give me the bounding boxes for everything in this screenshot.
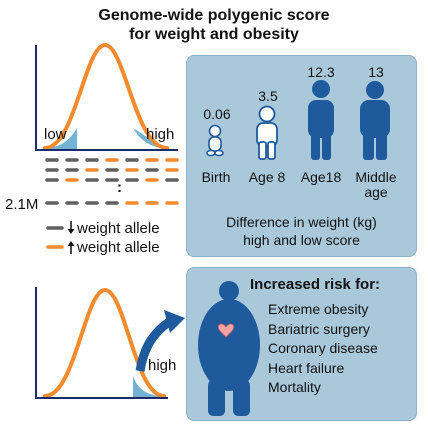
risk-heading: Increased risk for: bbox=[250, 276, 381, 293]
weight-difference-caption-line-2: high and low score bbox=[243, 232, 360, 248]
risk-list: Extreme obesity Bariatric surgery Corona… bbox=[268, 300, 378, 398]
allele-legend-graphics bbox=[46, 221, 75, 254]
birth-label: Birth bbox=[201, 169, 231, 185]
adult-figure-icon bbox=[360, 81, 390, 160]
allele-rows bbox=[45, 158, 179, 205]
page-title: Genome-wide polygenic score for weight a… bbox=[0, 6, 428, 44]
increase-allele-label: weight allele bbox=[77, 239, 160, 256]
birth-weight-value: 0.06 bbox=[203, 106, 231, 122]
weight-difference-caption: Difference in weight (kg) high and low s… bbox=[186, 213, 417, 249]
bottom-distribution-chart bbox=[35, 287, 185, 399]
low-score-label: low bbox=[44, 126, 67, 143]
age8-weight-value: 3.5 bbox=[258, 88, 278, 104]
risk-item-extreme-obesity: Extreme obesity bbox=[268, 301, 369, 317]
bottom-distribution-curve bbox=[43, 287, 166, 398]
title-line-2: for weight and obesity bbox=[129, 26, 299, 43]
allele-ellipsis: : bbox=[117, 179, 122, 196]
low-tail-fill bbox=[45, 128, 77, 150]
age18-label: Age18 bbox=[300, 169, 342, 185]
bottom-high-tail-fill bbox=[133, 376, 164, 398]
risk-item-heart-failure: Heart failure bbox=[268, 359, 345, 376]
teen-figure-icon bbox=[308, 80, 334, 160]
bottom-high-score-label: high bbox=[148, 357, 177, 374]
decrease-allele-label: weight allele bbox=[77, 220, 160, 237]
age18-weight-value: 12.3 bbox=[307, 64, 335, 80]
top-distribution-chart bbox=[35, 42, 178, 151]
allele-count-label: 2.1M bbox=[5, 196, 39, 213]
risk-item-mortality: Mortality bbox=[268, 379, 321, 395]
top-distribution-curve bbox=[43, 42, 169, 150]
heart-icon bbox=[217, 323, 235, 338]
obese-figure-icon bbox=[198, 281, 260, 416]
risk-item-coronary-disease: Coronary disease bbox=[268, 340, 378, 356]
middle-age-label: Middle age bbox=[355, 169, 397, 200]
baby-figure-icon bbox=[206, 124, 224, 157]
up-arrow-icon bbox=[67, 241, 75, 254]
weight-difference-caption-line-1: Difference in weight (kg) bbox=[226, 214, 377, 230]
risk-item-bariatric-surgery: Bariatric surgery bbox=[268, 320, 370, 337]
middle-age-weight-value: 13 bbox=[368, 64, 384, 80]
age8-label: Age 8 bbox=[248, 169, 286, 185]
child-figure-icon bbox=[256, 105, 278, 160]
down-arrow-icon bbox=[67, 221, 75, 234]
title-line-1: Genome-wide polygenic score bbox=[98, 7, 330, 24]
high-tail-arrow-icon bbox=[135, 310, 185, 372]
high-score-label: high bbox=[146, 126, 175, 143]
